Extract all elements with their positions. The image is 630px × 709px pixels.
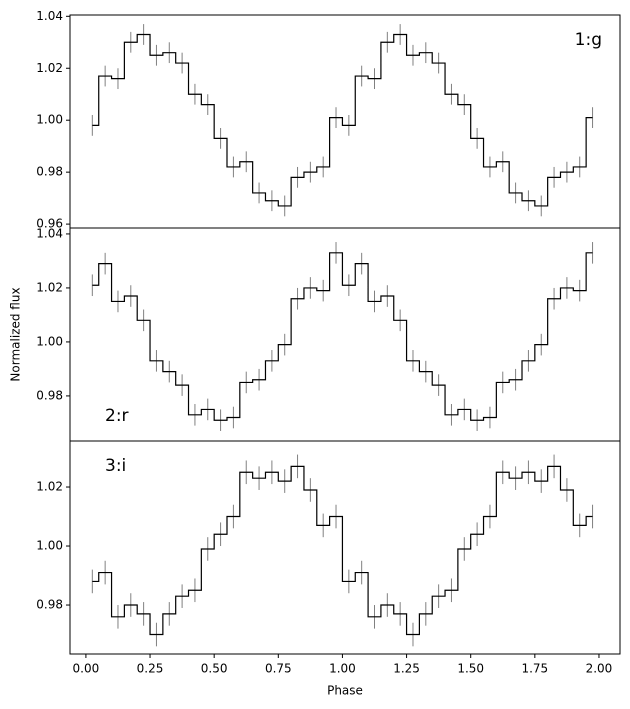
x-tick-label: 1.25 xyxy=(393,662,420,676)
y-tick-label: 1.00 xyxy=(36,334,63,348)
y-tick-label: 1.02 xyxy=(36,480,63,494)
y-tick-label: 0.98 xyxy=(36,165,63,179)
x-tick-label: 0.50 xyxy=(201,662,228,676)
step-line xyxy=(92,252,593,421)
panel-label: 3:i xyxy=(105,456,126,476)
y-tick-label: 1.00 xyxy=(36,539,63,553)
y-tick-label: 1.00 xyxy=(36,113,63,127)
panel-frame xyxy=(69,14,621,229)
step-line xyxy=(92,33,593,207)
x-tick-label: 0.25 xyxy=(137,662,164,676)
step-line xyxy=(92,465,593,636)
x-tick-label: 1.50 xyxy=(457,662,484,676)
x-tick-label: 0.00 xyxy=(73,662,100,676)
panel-frame xyxy=(69,440,621,655)
panel-frame xyxy=(69,227,621,442)
y-tick-label: 0.98 xyxy=(36,388,63,402)
y-tick-label: 0.98 xyxy=(36,598,63,612)
y-tick-label: 0.96 xyxy=(36,217,63,231)
y-tick-label: 1.04 xyxy=(36,226,63,240)
x-tick-label: 0.75 xyxy=(265,662,292,676)
y-tick-label: 1.02 xyxy=(36,280,63,294)
x-tick-label: 1.00 xyxy=(329,662,356,676)
panel-label: 2:r xyxy=(105,406,129,426)
y-tick-label: 1.04 xyxy=(36,9,63,23)
x-axis-label: Phase xyxy=(327,684,363,698)
x-tick-label: 1.75 xyxy=(521,662,548,676)
y-tick-label: 1.02 xyxy=(36,61,63,75)
x-tick-label: 2.00 xyxy=(586,662,613,676)
panel-label: 1:g xyxy=(575,30,602,50)
y-axis-label: Normalized flux xyxy=(9,287,23,381)
